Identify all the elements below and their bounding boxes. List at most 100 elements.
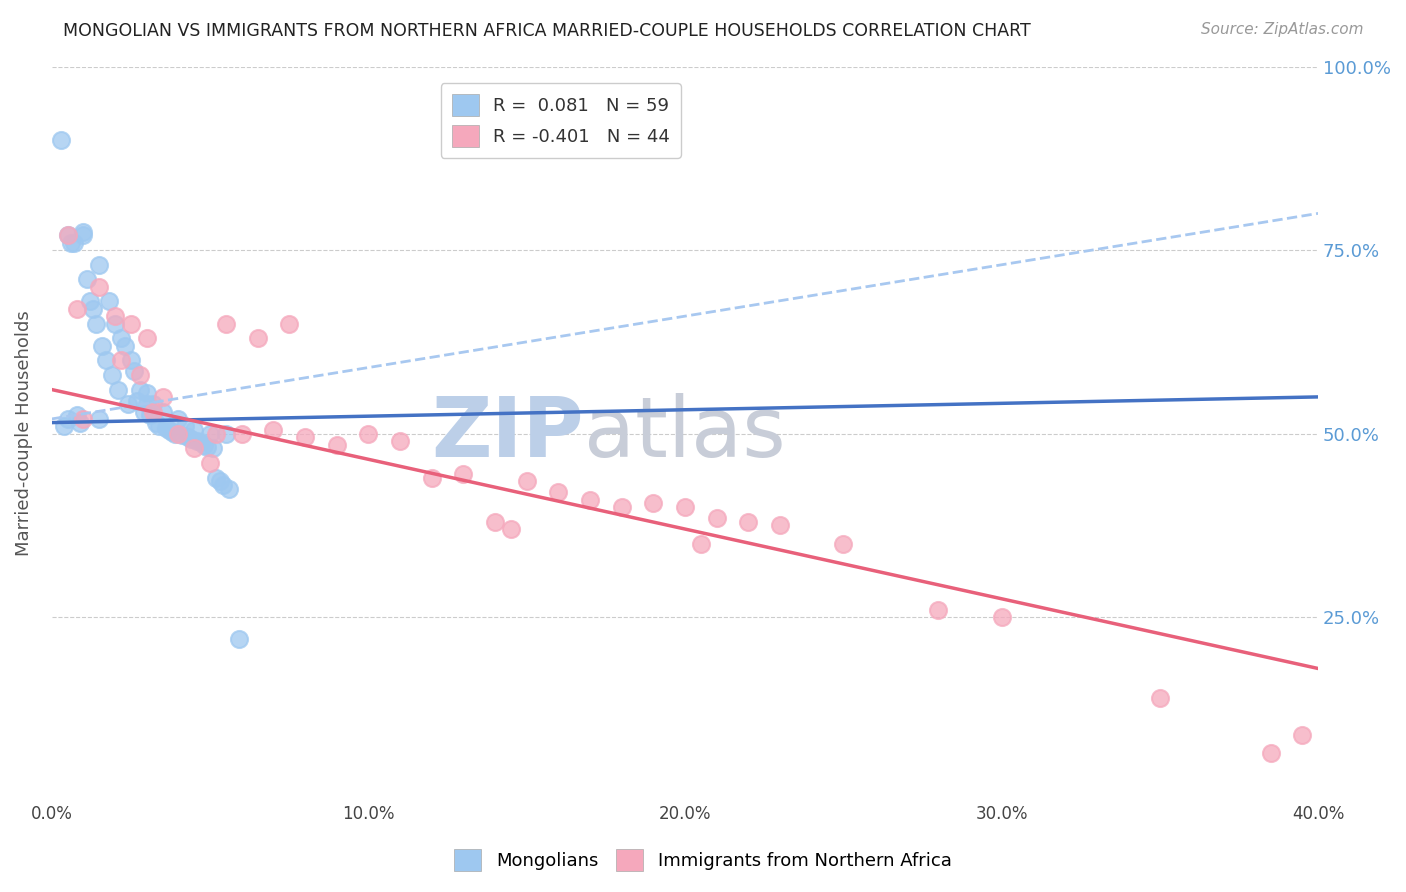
Point [114, 338, 136, 352]
Point [215, 317, 238, 331]
Point [167, 426, 190, 441]
Point [832, 537, 855, 551]
Point [127, 393, 149, 408]
Legend: R =  0.081   N = 59, R = -0.401   N = 44: R = 0.081 N = 59, R = -0.401 N = 44 [440, 83, 681, 158]
Point [84, 317, 107, 331]
Point [129, 368, 152, 382]
Point [325, 437, 347, 451]
Point [193, 437, 215, 451]
Point [246, 331, 269, 345]
Point [769, 518, 792, 533]
Point [94, 353, 117, 368]
Legend: Mongolians, Immigrants from Northern Africa: Mongolians, Immigrants from Northern Afr… [447, 842, 959, 879]
Point [142, 397, 165, 411]
Point [76, 272, 98, 286]
Point [72, 228, 94, 243]
Text: atlas: atlas [583, 393, 786, 475]
Point [89, 280, 111, 294]
Point [173, 419, 195, 434]
Point [66, 409, 89, 423]
Point [104, 317, 127, 331]
Point [231, 426, 253, 441]
Point [170, 428, 193, 442]
Point [148, 419, 170, 434]
Point [183, 423, 205, 437]
Point [205, 426, 228, 441]
Y-axis label: Married-couple Households: Married-couple Households [15, 310, 32, 557]
Text: MONGOLIAN VS IMMIGRANTS FROM NORTHERN AFRICA MARRIED-COUPLE HOUSEHOLDS CORRELATI: MONGOLIAN VS IMMIGRANTS FROM NORTHERN AF… [63, 22, 1031, 40]
Point [56, 412, 79, 426]
Point [152, 390, 174, 404]
Point [215, 426, 238, 441]
Point [218, 482, 240, 496]
Point [167, 412, 190, 426]
Point [1291, 727, 1313, 741]
Point [97, 294, 120, 309]
Point [66, 301, 89, 316]
Point [357, 426, 380, 441]
Point [484, 515, 506, 529]
Point [198, 456, 221, 470]
Point [120, 317, 142, 331]
Point [117, 397, 139, 411]
Point [1149, 690, 1171, 705]
Point [180, 433, 202, 447]
Point [579, 492, 602, 507]
Point [59, 235, 82, 250]
Point [165, 426, 187, 441]
Point [89, 412, 111, 426]
Point [228, 632, 250, 647]
Point [208, 475, 231, 489]
Point [139, 409, 162, 423]
Point [142, 404, 165, 418]
Point [689, 537, 711, 551]
Point [211, 478, 233, 492]
Point [63, 235, 86, 250]
Point [177, 430, 200, 444]
Point [129, 383, 152, 397]
Point [1260, 746, 1282, 760]
Point [56, 228, 79, 243]
Point [51, 133, 73, 147]
Point [135, 331, 157, 345]
Point [72, 412, 94, 426]
Point [278, 317, 301, 331]
Point [122, 364, 145, 378]
Point [190, 435, 212, 450]
Point [202, 442, 225, 456]
Point [72, 225, 94, 239]
Point [120, 353, 142, 368]
Point [262, 423, 284, 437]
Point [160, 425, 183, 439]
Point [82, 301, 104, 316]
Point [990, 610, 1012, 624]
Point [388, 434, 411, 448]
Point [132, 404, 155, 418]
Point [205, 470, 228, 484]
Point [135, 386, 157, 401]
Point [547, 485, 569, 500]
Point [155, 421, 177, 435]
Point [107, 383, 129, 397]
Point [56, 228, 79, 243]
Point [927, 603, 949, 617]
Point [89, 258, 111, 272]
Point [157, 423, 180, 437]
Point [91, 338, 114, 352]
Point [135, 397, 157, 411]
Point [69, 416, 91, 430]
Point [294, 430, 316, 444]
Point [516, 475, 538, 489]
Point [499, 522, 522, 536]
Point [420, 470, 443, 484]
Point [145, 416, 167, 430]
Point [198, 426, 221, 441]
Point [186, 434, 208, 448]
Text: Source: ZipAtlas.com: Source: ZipAtlas.com [1201, 22, 1364, 37]
Text: ZIP: ZIP [432, 393, 583, 475]
Point [643, 496, 665, 510]
Point [673, 500, 696, 514]
Point [110, 353, 132, 368]
Point [104, 309, 127, 323]
Point [110, 331, 132, 345]
